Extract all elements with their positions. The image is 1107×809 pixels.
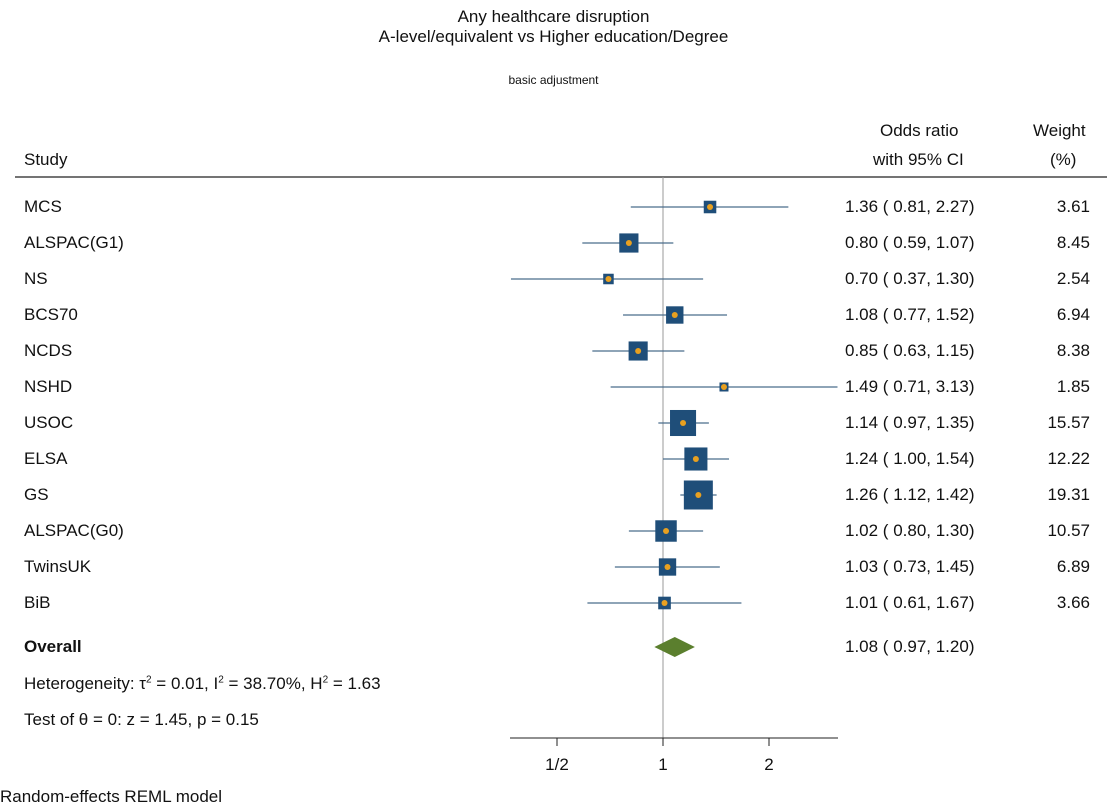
study-point-estimate xyxy=(671,312,678,318)
study-point-estimate xyxy=(692,456,699,462)
x-axis-tick-label: 1 xyxy=(658,755,667,774)
study-ci-text: 1.36 ( 0.81, 2.27) xyxy=(845,197,975,216)
study-weight: 19.31 xyxy=(1047,485,1090,504)
study-ci-text: 1.01 ( 0.61, 1.67) xyxy=(845,593,975,612)
heterogeneity-tau2: 0.01 xyxy=(170,674,205,693)
study-point-estimate xyxy=(635,348,642,354)
study-point-estimate xyxy=(664,564,671,570)
study-name: BCS70 xyxy=(24,305,78,324)
study-point-estimate xyxy=(661,600,668,606)
study-ci-text: 1.02 ( 0.80, 1.30) xyxy=(845,521,975,540)
study-name: GS xyxy=(24,485,49,504)
study-weight: 15.57 xyxy=(1047,413,1090,432)
study-weight: 8.45 xyxy=(1056,233,1090,252)
overall-diamond xyxy=(654,637,695,657)
study-name: USOC xyxy=(24,413,74,432)
study-column-header: Study xyxy=(24,150,68,169)
heterogeneity-i2: 38.70% xyxy=(243,674,301,693)
study-ci-text: 0.85 ( 0.63, 1.15) xyxy=(845,341,975,360)
study-name: BiB xyxy=(24,593,51,612)
heterogeneity-prefix: Heterogeneity: xyxy=(24,674,140,693)
x-axis-tick-label: 1/2 xyxy=(545,755,569,774)
study-weight: 3.66 xyxy=(1056,593,1090,612)
weight-column-header-line1: Weight xyxy=(1033,121,1086,140)
study-ci-text: 0.70 ( 0.37, 1.30) xyxy=(845,269,975,288)
effect-column-header-line1: Odds ratio xyxy=(880,121,959,140)
study-ci-text: 1.14 ( 0.97, 1.35) xyxy=(845,413,975,432)
study-point-estimate xyxy=(625,240,632,246)
study-name: NS xyxy=(24,269,48,288)
study-ci-text: 1.08 ( 0.77, 1.52) xyxy=(845,305,975,324)
study-name: MCS xyxy=(24,197,62,216)
overall-effect-test: Test of θ = 0: z = 1.45, p = 0.15 xyxy=(24,710,259,729)
overall-ci-text: 1.08 ( 0.97, 1.20) xyxy=(845,637,975,656)
chart-title: Any healthcare disruption xyxy=(457,7,650,26)
model-note: Random-effects REML model xyxy=(0,787,223,806)
study-name: TwinsUK xyxy=(24,557,92,576)
study-point-estimate xyxy=(663,528,670,534)
study-weight: 10.57 xyxy=(1047,521,1090,540)
study-weight: 6.94 xyxy=(1056,305,1090,324)
study-ci-text: 1.26 ( 1.12, 1.42) xyxy=(845,485,975,504)
study-name: ALSPAC(G0) xyxy=(24,521,124,540)
study-ci-text: 1.03 ( 0.73, 1.45) xyxy=(845,557,975,576)
study-name: NCDS xyxy=(24,341,73,360)
study-point-estimate xyxy=(707,204,714,210)
study-name: NSHD xyxy=(24,377,73,396)
study-ci-text: 0.80 ( 0.59, 1.07) xyxy=(845,233,975,252)
study-weight: 6.89 xyxy=(1056,557,1090,576)
heterogeneity-h2: 1.63 xyxy=(347,674,381,693)
study-name: ELSA xyxy=(24,449,68,468)
study-point-estimate xyxy=(605,276,612,282)
study-name: ALSPAC(G1) xyxy=(24,233,124,252)
study-weight: 1.85 xyxy=(1056,377,1090,396)
study-weight: 8.38 xyxy=(1056,341,1090,360)
chart-note: basic adjustment xyxy=(508,73,599,87)
heterogeneity-stats: Heterogeneity: τ2 = 0.01, I2 = 38.70%, H… xyxy=(24,674,381,693)
weight-column-header-line2: (%) xyxy=(1050,150,1077,169)
study-point-estimate xyxy=(680,420,687,426)
study-weight: 3.61 xyxy=(1056,197,1090,216)
overall-label: Overall xyxy=(24,637,82,656)
study-weight: 12.22 xyxy=(1047,449,1090,468)
study-ci-text: 1.49 ( 0.71, 3.13) xyxy=(845,377,975,396)
study-point-estimate xyxy=(720,384,727,390)
study-ci-text: 1.24 ( 1.00, 1.54) xyxy=(845,449,975,468)
study-weight: 2.54 xyxy=(1056,269,1090,288)
study-point-estimate xyxy=(695,492,702,498)
effect-column-header-line2: with 95% CI xyxy=(873,150,964,169)
chart-subtitle: A-level/equivalent vs Higher education/D… xyxy=(378,27,729,46)
x-axis-tick-label: 2 xyxy=(764,755,773,774)
